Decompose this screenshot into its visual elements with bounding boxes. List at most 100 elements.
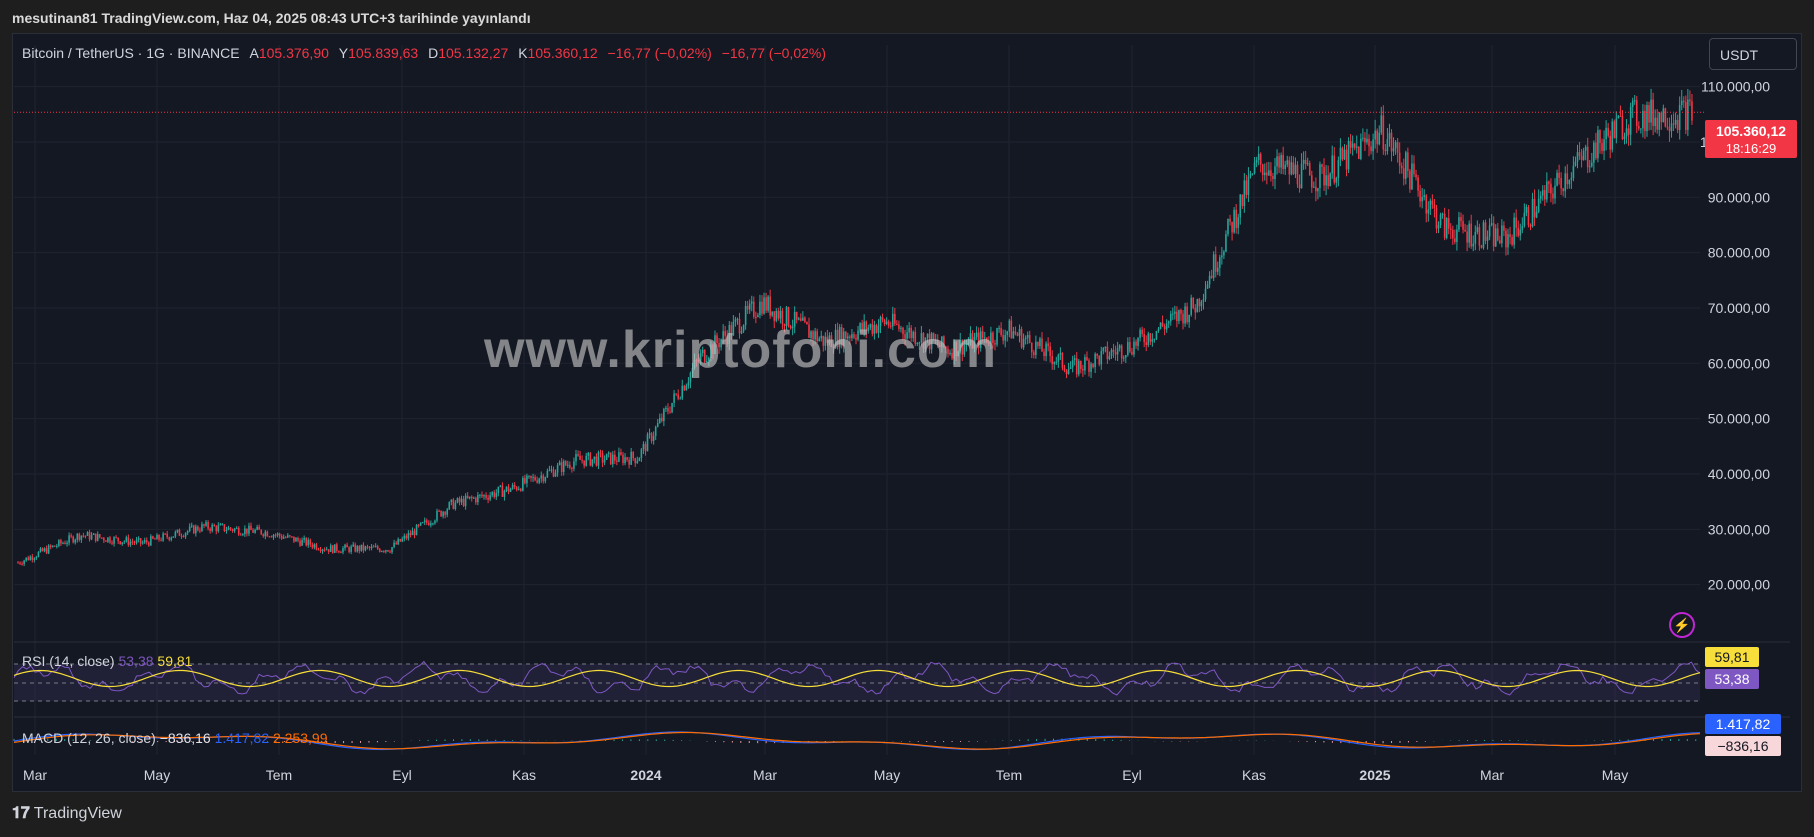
candle-body (1124, 355, 1127, 358)
rsi-label: RSI (14, close) (22, 653, 115, 669)
candle-body (174, 531, 177, 537)
candle-body (82, 535, 85, 537)
candle-body (325, 549, 328, 551)
candle-body (1505, 230, 1507, 248)
candle-body (307, 539, 310, 546)
candle-body (1454, 238, 1456, 243)
candle-body (1370, 146, 1372, 152)
candle-body (1333, 155, 1336, 183)
candle-body (945, 346, 947, 349)
candle-body (1576, 152, 1579, 162)
candle-body (86, 532, 89, 536)
candle-body (1245, 180, 1248, 195)
change-value: −16,77 (−0,02%) (607, 45, 712, 61)
candle-body (875, 324, 878, 333)
candle-body (767, 296, 769, 311)
candle-body (587, 453, 590, 456)
candle-body (1539, 195, 1542, 199)
candle-body (338, 551, 340, 553)
candle-body (650, 433, 653, 442)
candle-body (1030, 342, 1033, 353)
candle-body (959, 339, 962, 352)
candle-body (1541, 190, 1544, 196)
candle-body (1143, 334, 1145, 343)
footer-brand[interactable]: 𝟏𝟕 TradingView (12, 805, 122, 823)
candle-body (720, 339, 722, 348)
candle-body (1445, 218, 1448, 238)
candle-body (1147, 333, 1150, 345)
candle-body (1100, 351, 1103, 365)
candle-body (168, 537, 171, 540)
candle-body (883, 319, 886, 325)
rsi-ma-tag: 59,81 (1705, 647, 1759, 667)
candle-body (1016, 333, 1019, 336)
candle-body (405, 535, 408, 539)
candle-body (1133, 341, 1135, 355)
candle-body (1339, 147, 1342, 161)
candle-body (391, 547, 393, 553)
last-price-tag: 105.360,12 18:16:29 (1705, 120, 1797, 158)
candle-body (72, 536, 74, 543)
candle-body (254, 529, 256, 533)
candle-body (1558, 172, 1560, 178)
candle-body (1276, 156, 1278, 167)
candle-body (438, 510, 440, 512)
chart-frame[interactable] (12, 33, 1802, 792)
candle-body (550, 469, 553, 471)
candle-body (658, 417, 661, 424)
candle-body (62, 542, 64, 544)
candle-body (538, 478, 540, 483)
candle-body (1261, 164, 1264, 176)
candle-body (793, 311, 796, 327)
candle-body (501, 485, 504, 497)
candle-body (622, 454, 624, 464)
candle-body (289, 535, 291, 537)
candle-body (1507, 234, 1509, 248)
candle-body (618, 452, 620, 462)
candle-body (1490, 223, 1493, 226)
candle-body (1613, 121, 1616, 139)
candle-body (1196, 299, 1199, 313)
candle-body (1247, 176, 1250, 195)
candle-body (1519, 229, 1522, 236)
candle-body (225, 530, 228, 532)
rsi-pane (13, 641, 1790, 702)
candle-body (1529, 224, 1532, 227)
candle-body (303, 538, 305, 540)
currency-selector[interactable]: USDT (1709, 38, 1797, 70)
candle-body (540, 475, 543, 479)
y-tick-label: 50.000,00 (1708, 411, 1770, 427)
candle-body (233, 528, 236, 532)
rsi-legend[interactable]: RSI (14, close) 53,38 59,81 (22, 653, 192, 669)
candle-body (141, 542, 144, 544)
candle-body (417, 524, 420, 526)
candle-body (1533, 198, 1536, 218)
candle-body (1680, 100, 1683, 106)
candle-body (1290, 162, 1293, 175)
candle-body (280, 536, 283, 539)
candle-body (595, 456, 598, 466)
candle-body (1129, 342, 1131, 352)
lightning-icon[interactable]: ⚡ (1669, 612, 1695, 638)
candle-body (1010, 320, 1013, 339)
macd-legend[interactable]: MACD (12, 26, close) −836,16 1.417,82 2.… (22, 730, 328, 746)
candle-body (29, 556, 32, 561)
candle-body (1452, 229, 1454, 239)
candle-body (740, 331, 743, 334)
y-tick-label: 110.000,00 (1701, 79, 1770, 95)
symbol-legend[interactable]: Bitcoin / TetherUS · 1G · BINANCE A105.3… (22, 45, 826, 61)
candle-body (844, 331, 847, 339)
candle-body (33, 558, 36, 560)
candle-body (867, 327, 870, 331)
candle-body (675, 393, 677, 395)
candle-body (977, 332, 980, 348)
candle-body (1341, 147, 1344, 160)
candle-body (1468, 223, 1470, 243)
candle-body (88, 532, 91, 540)
candle-body (1084, 357, 1086, 371)
candle-body (947, 348, 949, 355)
candle-body (1552, 193, 1554, 199)
candle-body (1366, 138, 1368, 143)
candle-body (998, 327, 1000, 329)
